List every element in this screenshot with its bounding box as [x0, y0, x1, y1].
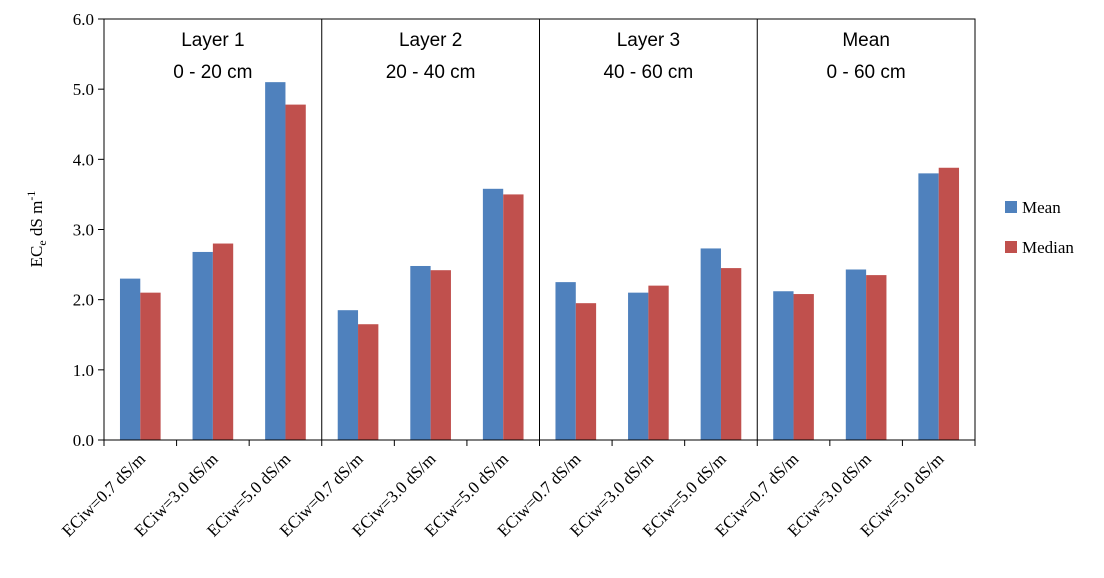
bar	[503, 194, 524, 440]
panel-subtitle: 40 - 60 cm	[603, 62, 693, 83]
bar	[555, 282, 576, 440]
y-tick-label: 4.0	[73, 150, 94, 169]
y-tick-label: 3.0	[73, 221, 94, 240]
legend-swatch	[1005, 201, 1017, 213]
y-tick-label: 0.0	[73, 431, 94, 450]
bar	[140, 292, 161, 440]
y-tick-label: 5.0	[73, 80, 94, 99]
bar	[482, 188, 504, 440]
panel-subtitle: 0 - 60 cm	[827, 62, 906, 83]
panel-title: Layer 1	[181, 30, 244, 51]
bar	[720, 268, 742, 440]
y-tick-label: 2.0	[73, 291, 94, 310]
bar	[575, 303, 597, 440]
bar	[337, 310, 359, 440]
bar	[845, 269, 867, 440]
panel-title: Layer 3	[617, 30, 680, 51]
bar	[430, 270, 451, 440]
bar	[866, 275, 887, 440]
bar	[212, 243, 234, 440]
bar	[119, 278, 141, 440]
bar	[285, 104, 306, 440]
bar	[648, 285, 669, 440]
plot-frame	[103, 18, 976, 441]
panel-title: Layer 2	[399, 30, 462, 51]
bar	[918, 173, 939, 440]
bar	[773, 291, 794, 440]
y-tick-label: 6.0	[73, 10, 94, 29]
legend-label: Median	[1022, 238, 1074, 257]
legend-swatch	[1005, 241, 1017, 253]
panel-subtitle: 0 - 20 cm	[173, 62, 252, 83]
bar	[192, 251, 213, 440]
panel-subtitle: 20 - 40 cm	[386, 62, 476, 83]
y-tick-label: 1.0	[73, 361, 94, 380]
bar	[265, 82, 286, 441]
legend-label: Mean	[1022, 198, 1061, 217]
bar	[358, 324, 379, 440]
panel-title: Mean	[842, 30, 890, 51]
y-axis-title: ECe dS m-1	[24, 191, 49, 268]
bar	[938, 167, 960, 440]
bar	[628, 292, 649, 440]
bar	[700, 248, 721, 440]
bar	[793, 294, 814, 440]
bar	[410, 265, 431, 440]
